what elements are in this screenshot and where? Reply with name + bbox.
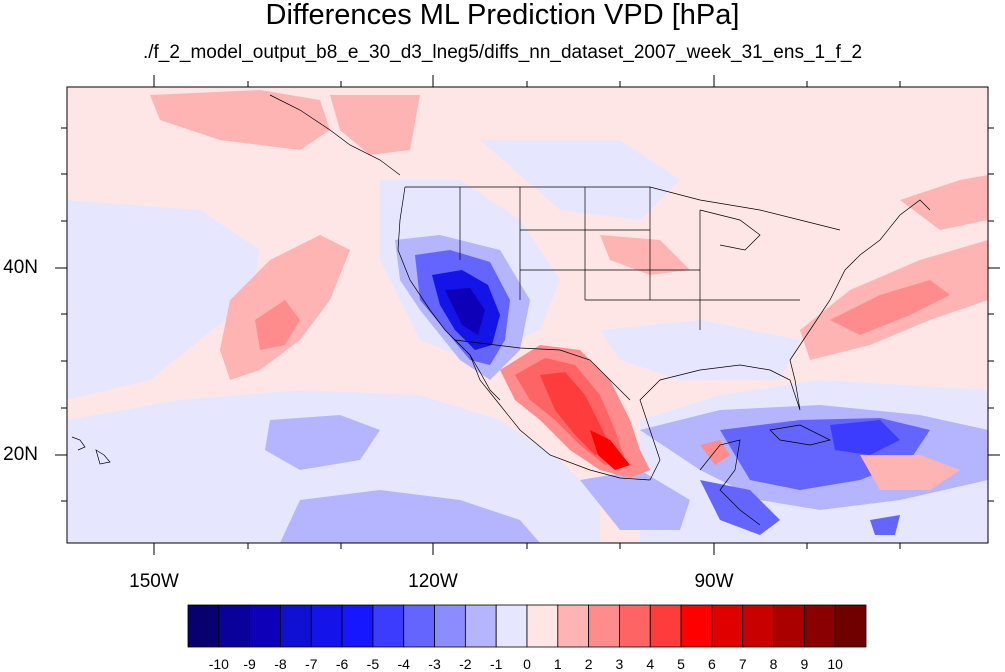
colorbar-swatch — [187, 604, 220, 648]
colorbar-swatch — [495, 604, 528, 648]
map-ticks — [55, 75, 1000, 555]
colorbar-swatch — [711, 604, 744, 648]
lon-label-150w: 150W — [129, 571, 179, 592]
colorbar-swatch — [680, 604, 713, 648]
colorbar-swatch — [341, 604, 374, 648]
colorbar-swatch — [218, 604, 251, 648]
colorbar-swatch — [649, 604, 682, 648]
colorbar-tick-label: 6 — [708, 656, 716, 672]
colorbar-tick-label: 3 — [615, 656, 624, 672]
colorbar — [187, 604, 867, 648]
colorbar-tick-label: -3 — [428, 656, 441, 672]
colorbar-tick-label: 2 — [584, 656, 593, 672]
map-subtitle: ./f_2_model_output_b8_e_30_d3_lneg5/diff… — [142, 42, 863, 63]
lat-label-20n: 20N — [3, 444, 38, 465]
colorbar-tick-label: -9 — [243, 656, 256, 672]
colorbar-tick-label: 9 — [800, 656, 809, 672]
colorbar-swatch — [526, 604, 559, 648]
colorbar-swatch — [310, 604, 343, 648]
colorbar-swatch — [372, 604, 405, 648]
colorbar-swatch — [249, 604, 281, 648]
colorbar-swatch — [773, 604, 805, 648]
colorbar-tick-label: 1 — [553, 656, 562, 672]
colorbar-tick-label: 10 — [827, 656, 843, 672]
colorbar-tick-label: 0 — [523, 656, 531, 672]
lon-label-120w: 120W — [408, 571, 458, 592]
vpd-difference-field — [67, 90, 988, 543]
colorbar-tick-label: 7 — [738, 656, 747, 672]
colorbar-tick-label: 8 — [769, 656, 778, 672]
colorbar-swatch — [280, 604, 312, 648]
colorbar-tick-label: 5 — [677, 656, 685, 672]
colorbar-swatch — [619, 604, 651, 648]
lon-label-90w: 90W — [694, 571, 734, 592]
lat-label-40n: 40N — [3, 257, 38, 278]
colorbar-tick-label: -8 — [274, 656, 287, 672]
colorbar-swatch — [434, 604, 466, 648]
colorbar-tick-label: -5 — [366, 656, 380, 672]
map-title: Differences ML Prediction VPD [hPa] — [265, 0, 740, 31]
colorbar-swatch — [403, 604, 435, 648]
colorbar-swatch — [557, 604, 590, 648]
colorbar-tick-label: -1 — [489, 656, 503, 672]
colorbar-swatch — [803, 604, 836, 648]
colorbar-tick-label: -7 — [305, 656, 318, 672]
colorbar-swatch — [834, 604, 867, 648]
colorbar-tick-label: -10 — [208, 656, 229, 672]
colorbar-swatch — [464, 604, 497, 648]
colorbar-tick-label: -2 — [459, 656, 472, 672]
colorbar-swatch — [588, 604, 620, 648]
colorbar-tick-label: -4 — [397, 656, 410, 672]
coastlines — [71, 94, 931, 526]
colorbar-swatch — [742, 604, 774, 648]
colorbar-tick-label: -6 — [335, 656, 349, 672]
colorbar-tick-label: 4 — [646, 656, 655, 672]
